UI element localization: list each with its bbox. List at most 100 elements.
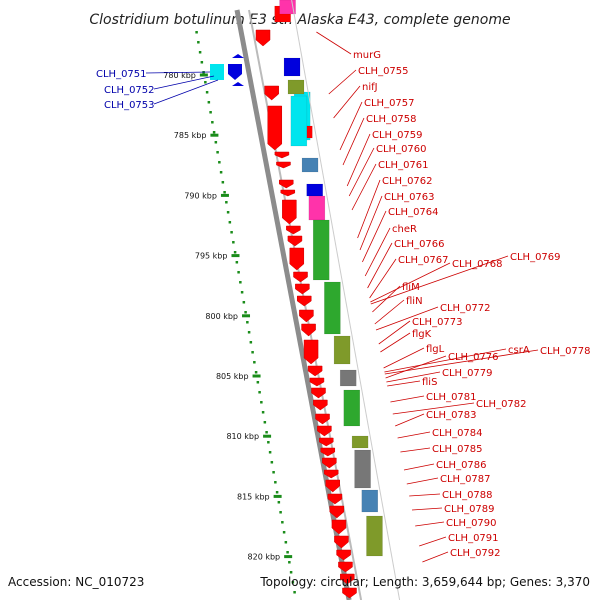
ruler-tick — [284, 555, 293, 559]
leader-line — [411, 507, 443, 511]
gene-arrow — [280, 189, 296, 197]
gene-arrow — [336, 549, 351, 561]
gene-label: CLH_0788 — [442, 490, 493, 501]
gene-arrow — [338, 561, 353, 573]
gene-label: fliN — [406, 296, 423, 307]
gene-label: murG — [353, 50, 381, 61]
leader-line — [362, 210, 387, 263]
gene-label: flgL — [426, 344, 445, 355]
leader-line — [415, 521, 445, 527]
ruler-dot — [246, 321, 249, 324]
ruler-dot — [211, 121, 214, 124]
ruler-dot — [288, 561, 291, 564]
ruler-dot — [263, 421, 267, 424]
ruler-dot — [223, 191, 226, 194]
ruler-dot — [267, 441, 270, 444]
gene-arrow — [331, 519, 347, 535]
kbp-ruler: 780 kbp 785 kbp 790 kbp 795 kbp 800 kbp 805 k… — [163, 31, 296, 594]
ruler-dot — [200, 61, 204, 64]
ruler-dot — [197, 41, 200, 44]
gene-label: CLH_0751 — [96, 69, 147, 80]
gene-label: CLH_0781 — [426, 392, 477, 403]
gene-arrow — [318, 437, 334, 447]
leader-line — [383, 347, 425, 369]
gene-label: CLH_0786 — [436, 460, 487, 471]
gene-arrow — [276, 161, 291, 169]
ruler-dot — [242, 301, 246, 304]
gene-arrow — [309, 377, 325, 387]
gene-arrow — [267, 105, 283, 151]
gene-label: CLH_0766 — [394, 239, 445, 250]
gene-arrow — [320, 447, 336, 457]
gene-block — [287, 79, 305, 95]
ruler-dot — [286, 551, 289, 554]
ruler-dot — [218, 161, 221, 164]
kbp-label: 790 kbp — [184, 191, 217, 200]
accession-text: Accession: NC_010723 — [8, 575, 145, 589]
gene-arrow — [329, 505, 345, 519]
ruler-dot — [265, 431, 268, 434]
leader-line — [145, 71, 211, 74]
ruler-dot — [261, 411, 265, 414]
leader-line — [153, 75, 215, 90]
gene-arrow — [296, 295, 312, 307]
gene-label: CLH_0773 — [412, 317, 463, 328]
leader-line — [387, 380, 421, 387]
gene-label: CLH_0762 — [382, 176, 433, 187]
ruler-dot — [291, 581, 295, 584]
leader-line — [409, 493, 441, 497]
gene-arrow — [301, 323, 316, 337]
gene-label: CLH_0784 — [432, 428, 483, 439]
gene-arrow — [303, 339, 319, 365]
gene-arrow — [342, 587, 357, 599]
gene-label: CLH_0772 — [440, 303, 491, 314]
ruler-dot — [270, 461, 274, 464]
ruler-dot — [219, 171, 223, 174]
ruler-dot — [225, 201, 228, 204]
gene-arrow — [228, 64, 242, 80]
ruler-tick — [242, 314, 251, 318]
backbone-line — [234, 9, 352, 600]
gene-arrow — [323, 469, 339, 479]
gene-label: CLH_0752 — [104, 85, 155, 96]
gene-arrow — [322, 457, 337, 469]
gene-block — [283, 57, 301, 77]
kbp-label: 795 kbp — [195, 252, 228, 261]
leader-line — [403, 463, 435, 471]
feature-track — [210, 0, 401, 600]
ruler-dot — [251, 351, 254, 354]
leader-line — [419, 536, 447, 547]
gene-label: CLH_0783 — [426, 410, 477, 421]
gene-arrow — [279, 179, 294, 189]
gene-label: CLH_0768 — [452, 259, 503, 270]
ruler-dot — [275, 491, 279, 494]
kbp-label: 810 kbp — [226, 432, 259, 441]
gene-block — [324, 281, 341, 335]
leader-line — [364, 227, 391, 277]
gene-arrow — [286, 225, 301, 235]
gene-label: csrA — [508, 345, 530, 356]
gene-arrow — [299, 309, 314, 323]
ruler-dot — [195, 31, 198, 34]
leader-line — [374, 299, 405, 325]
leader-line — [333, 85, 361, 119]
ruler-dot — [260, 401, 263, 404]
leader-line — [153, 79, 219, 105]
leader-line — [400, 447, 431, 453]
gene-label: fliM — [402, 282, 420, 293]
gene-label: fliS — [422, 377, 437, 388]
gene-arrow — [232, 54, 244, 58]
label-leader-lines — [145, 31, 539, 563]
gene-arrow — [287, 235, 303, 247]
gene-block — [290, 95, 308, 147]
kbp-label: 820 kbp — [248, 553, 281, 562]
gene-arrow — [289, 247, 305, 271]
gene-arrow — [282, 199, 297, 225]
ruler-dot — [254, 371, 258, 374]
gene-block — [333, 335, 351, 365]
gene-arrow — [295, 283, 310, 295]
ruler-dot — [289, 571, 293, 574]
gene-label: CLH_0753 — [104, 100, 155, 111]
gene-label: CLH_0759 — [372, 130, 423, 141]
gene-arrow — [232, 82, 244, 86]
